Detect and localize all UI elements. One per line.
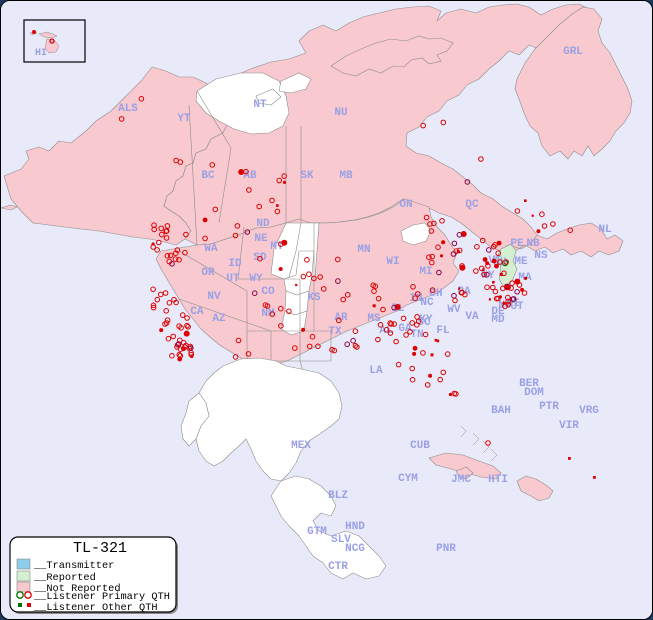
svg-text:BER: BER: [519, 378, 539, 390]
svg-text:BAH: BAH: [491, 405, 511, 417]
svg-text:CYM: CYM: [398, 473, 418, 485]
svg-text:ON: ON: [399, 199, 412, 211]
svg-text:NV: NV: [207, 291, 221, 303]
svg-text:MD: MD: [491, 314, 505, 326]
svg-text:MEX: MEX: [291, 440, 311, 452]
svg-text:AR: AR: [334, 312, 348, 324]
svg-text:GRL: GRL: [563, 46, 583, 58]
svg-text:ME: ME: [514, 256, 528, 268]
svg-text:BC: BC: [201, 170, 215, 182]
svg-text:NT: NT: [253, 99, 267, 111]
svg-text:NM: NM: [261, 308, 275, 320]
svg-text:HI: HI: [35, 48, 47, 59]
svg-text:NC: NC: [420, 297, 434, 309]
svg-text:NS: NS: [534, 250, 548, 262]
svg-text:__Listener Other QTH: __Listener Other QTH: [33, 602, 158, 614]
svg-text:PNR: PNR: [436, 543, 456, 555]
svg-text:SD: SD: [253, 252, 267, 264]
svg-text:NE: NE: [254, 233, 268, 245]
svg-text:MN: MN: [357, 244, 370, 256]
svg-text:LA: LA: [369, 365, 383, 377]
svg-text:AB: AB: [243, 170, 257, 182]
svg-text:CO: CO: [261, 286, 275, 298]
svg-text:CT: CT: [510, 301, 524, 313]
svg-text:ALS: ALS: [118, 103, 138, 115]
svg-text:NCG: NCG: [345, 543, 365, 555]
svg-text:VIR: VIR: [559, 420, 579, 432]
svg-text:PTR: PTR: [539, 401, 559, 413]
svg-text:ND: ND: [256, 218, 270, 230]
svg-text:WA: WA: [204, 243, 218, 255]
svg-text:NL: NL: [598, 224, 612, 236]
svg-text:NU: NU: [334, 107, 347, 119]
svg-text:OR: OR: [201, 267, 215, 279]
svg-text:__Transmitter: __Transmitter: [33, 560, 114, 572]
svg-text:MB: MB: [339, 170, 353, 182]
svg-text:CTR: CTR: [328, 561, 348, 573]
svg-text:FL: FL: [436, 325, 450, 337]
svg-text:ID: ID: [228, 258, 242, 270]
svg-text:JMC: JMC: [451, 474, 471, 486]
svg-text:PE: PE: [510, 238, 524, 250]
svg-text:SK: SK: [300, 170, 314, 182]
svg-text:VRG: VRG: [579, 405, 599, 417]
svg-text:TL-321: TL-321: [73, 540, 127, 557]
svg-text:HND: HND: [345, 521, 365, 533]
svg-text:QC: QC: [465, 199, 479, 211]
svg-text:UT: UT: [226, 273, 240, 285]
svg-text:YT: YT: [177, 113, 191, 125]
svg-text:CUB: CUB: [410, 440, 430, 452]
svg-text:GTM: GTM: [307, 526, 327, 538]
svg-text:WV: WV: [447, 304, 461, 316]
svg-text:NB: NB: [526, 238, 540, 250]
svg-text:BLZ: BLZ: [328, 490, 348, 502]
svg-text:MI: MI: [419, 266, 432, 278]
svg-text:CA: CA: [190, 306, 204, 318]
svg-text:WI: WI: [386, 256, 399, 268]
svg-text:VA: VA: [465, 311, 479, 323]
svg-text:TX: TX: [328, 326, 342, 338]
svg-text:KS: KS: [307, 292, 321, 304]
svg-text:AZ: AZ: [212, 313, 226, 325]
svg-text:HTI: HTI: [488, 474, 508, 486]
svg-text:WY: WY: [249, 273, 263, 285]
